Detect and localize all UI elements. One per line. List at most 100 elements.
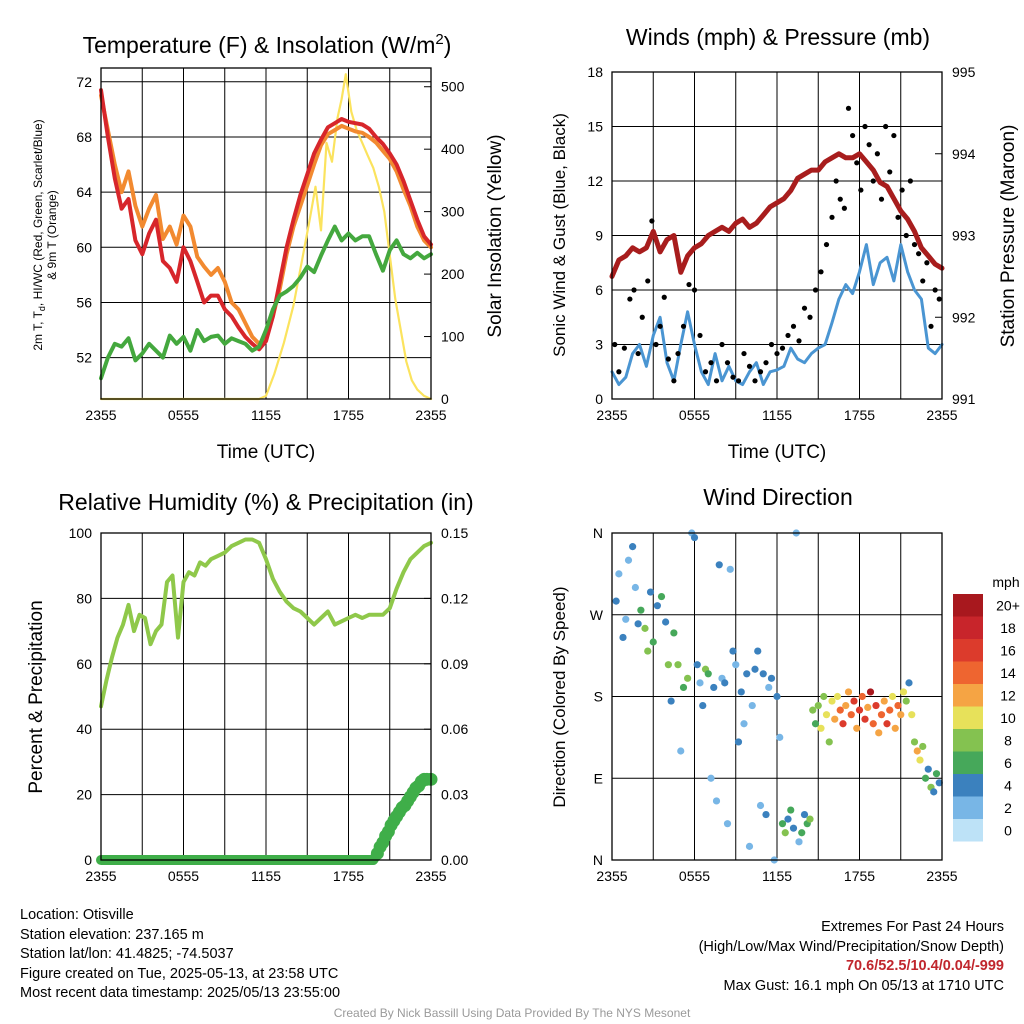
wind-point-gust: [708, 360, 714, 366]
dir-point: [776, 733, 784, 741]
wind-y2tick-label: 994: [952, 146, 976, 162]
wind-chart-title: Winds (mph) & Pressure (mb): [626, 24, 930, 50]
wind-xtick-label: 1155: [762, 407, 792, 423]
dir-point: [756, 801, 765, 810]
rh-y2tick-label: 0.09: [441, 656, 468, 672]
wind-point-gust: [924, 260, 930, 266]
wind-point-gust: [621, 345, 627, 351]
dir-point: [919, 742, 927, 751]
dir-point: [629, 543, 637, 551]
wind-xtick-label: 0555: [679, 407, 710, 423]
wind-point-gust: [841, 205, 847, 211]
colorbar-swatch: [953, 706, 983, 729]
dir-point: [732, 661, 740, 669]
wind-point-gust: [829, 214, 835, 220]
dir-point: [657, 592, 666, 601]
dir-point: [814, 701, 822, 710]
figure-created: Figure created on Tue, 2025-05-13, at 23…: [20, 965, 339, 982]
colorbar-swatch: [953, 729, 983, 752]
dir-point: [677, 747, 685, 755]
dir-point: [748, 701, 756, 710]
max-gust: Max Gust: 16.1 mph On 05/13 at 1710 UTC: [723, 977, 1004, 994]
wind-point-gust: [911, 241, 918, 248]
dir-xtick-label: 1155: [762, 868, 792, 884]
dir-point: [641, 624, 649, 632]
wind-point-gust: [675, 350, 681, 357]
dir-frame: [611, 532, 943, 861]
dir-point: [653, 602, 661, 610]
dir-point: [649, 638, 657, 646]
dir-point: [930, 788, 938, 796]
rh-ytick-label: 20: [76, 787, 92, 803]
dir-point: [853, 724, 861, 732]
dir-point: [883, 720, 891, 728]
dir-point: [902, 697, 910, 705]
dir-point: [839, 720, 847, 728]
wind-point-gust: [680, 323, 687, 329]
dir-point: [624, 556, 633, 564]
rh-chart: 2355 0555 1155 1755 23550204060801000.000.03…: [26, 489, 474, 884]
dir-point: [762, 810, 770, 819]
colorbar-label: 14: [1000, 665, 1016, 681]
wind-series-wind: [610, 243, 944, 386]
dir-point: [715, 561, 723, 569]
dir-point: [908, 711, 916, 719]
temp-ytick-label: 68: [76, 129, 92, 145]
wind-point-gust: [916, 251, 922, 257]
wind-point-gust: [807, 314, 813, 320]
temp-xtick-label: 1155: [251, 407, 281, 423]
temp-xtick-label: 2355: [415, 407, 446, 423]
wind-xtick-label: 2355: [926, 407, 957, 423]
wind-point-gust: [697, 332, 703, 339]
colorbar-swatch: [953, 684, 983, 707]
colorbar-swatch: [953, 751, 983, 774]
dir-xtick-label: 2355: [596, 868, 627, 884]
dir-point: [684, 674, 692, 682]
rh-ytick-label: 0: [84, 852, 92, 868]
wind-point-gust: [785, 332, 791, 339]
dir-point: [634, 620, 642, 628]
temp-xtick-label: 0555: [168, 407, 199, 423]
dir-point: [622, 615, 630, 623]
dir-point: [921, 774, 930, 782]
dir-point: [637, 606, 645, 614]
dir-point: [798, 829, 806, 837]
wind-point-gust: [833, 178, 839, 184]
wind-point-gust: [883, 123, 889, 130]
dir-point: [875, 729, 883, 737]
extremes-title: Extremes For Past 24 Hours: [821, 919, 1004, 935]
colorbar-label: 18: [1000, 620, 1016, 636]
wind-ytick-label: 18: [587, 64, 603, 80]
dir-point: [704, 670, 712, 678]
dir-point: [754, 647, 762, 655]
wind-point-gust: [735, 378, 742, 384]
colorbar-swatch: [953, 639, 983, 662]
wind-point-gust: [713, 378, 720, 384]
dir-xtick-label: 2355: [926, 868, 957, 884]
dir-point: [721, 679, 729, 687]
station-elevation: Station elevation: 237.165 m: [20, 926, 204, 943]
wind-point-gust: [616, 369, 622, 375]
dir-ytick-label: N: [593, 525, 603, 541]
temp-series-chill: [99, 224, 433, 381]
colorbar-label: 10: [1000, 710, 1016, 726]
dir-point: [891, 724, 899, 732]
wind-point-gust: [903, 232, 909, 239]
dir-point: [696, 679, 704, 687]
recent-data-timestamp: Most recent data timestamp: 2025/05/13 2…: [20, 985, 341, 1001]
temp-x-axis-label: Time (UTC): [217, 442, 316, 463]
rh-ytick-label: 40: [76, 721, 92, 737]
wind-point-gust: [790, 323, 797, 329]
dir-point: [877, 711, 886, 719]
rh-series-rh: [99, 537, 433, 709]
colorbar-label: 4: [1004, 777, 1012, 793]
rh-y2tick-label: 0.06: [441, 721, 468, 737]
dir-point: [710, 683, 718, 692]
temp-ytick-label: 64: [76, 184, 92, 200]
wind-xtick-label: 1755: [844, 407, 875, 423]
temp-y2tick-label: 300: [441, 204, 465, 220]
wind-xtick-label: 2355: [596, 407, 627, 423]
rh-chart-title: Relative Humidity (%) & Precipitation (i…: [58, 489, 473, 515]
dir-point: [935, 779, 943, 787]
wind-point-gust: [895, 214, 901, 220]
